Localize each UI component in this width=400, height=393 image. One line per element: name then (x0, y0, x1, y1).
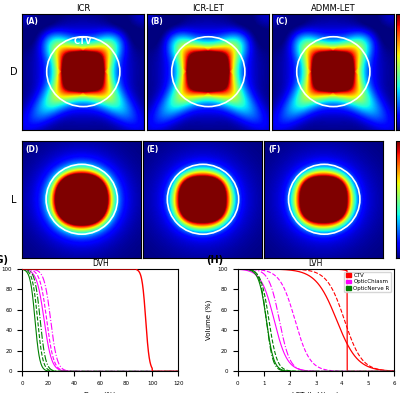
Text: (C): (C) (276, 17, 288, 26)
Title: ADMM-LET: ADMM-LET (311, 4, 355, 13)
Text: CTV: CTV (73, 37, 92, 46)
Y-axis label: Volume (%): Volume (%) (206, 300, 212, 340)
Title: LVH: LVH (309, 259, 323, 268)
X-axis label: LET (keV/μm): LET (keV/μm) (292, 392, 339, 393)
Text: (D): (D) (26, 145, 39, 154)
Y-axis label: D: D (10, 67, 18, 77)
Text: (B): (B) (151, 17, 164, 26)
Text: (F): (F) (268, 145, 280, 154)
Title: ICR-LET: ICR-LET (192, 4, 224, 13)
Text: (A): (A) (26, 17, 38, 26)
Text: (G): (G) (0, 255, 8, 265)
Text: (E): (E) (147, 145, 159, 154)
Text: (H): (H) (206, 255, 224, 265)
Title: DVH: DVH (92, 259, 108, 268)
X-axis label: Dose (%): Dose (%) (84, 392, 116, 393)
Y-axis label: L: L (11, 195, 16, 204)
Legend: CTV, OpticChiasm, OpticNerve R: CTV, OpticChiasm, OpticNerve R (344, 272, 391, 292)
Title: ICR: ICR (76, 4, 90, 13)
